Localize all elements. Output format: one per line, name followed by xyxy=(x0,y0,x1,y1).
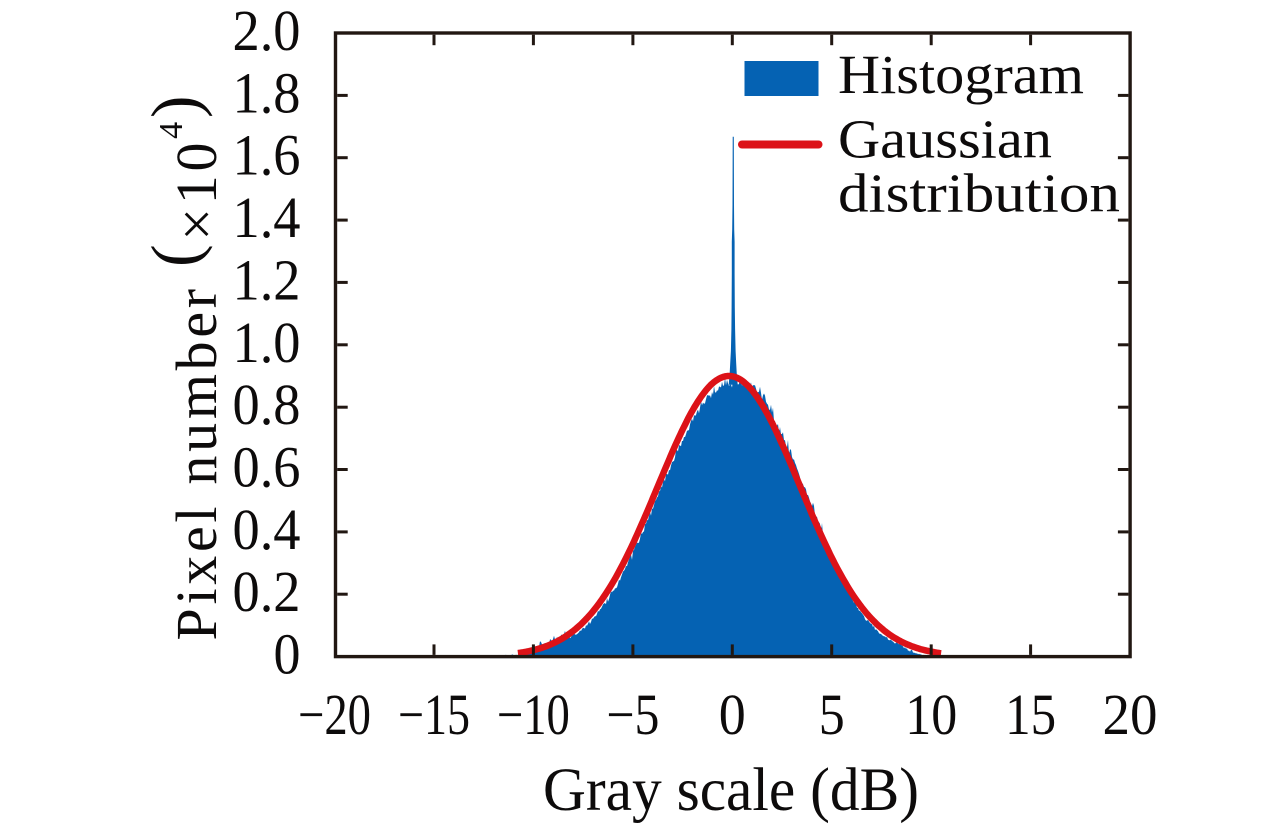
svg-text:0.8: 0.8 xyxy=(233,372,301,437)
svg-text:10: 10 xyxy=(905,682,957,747)
svg-text:Histogram: Histogram xyxy=(838,44,1084,105)
svg-text:20: 20 xyxy=(1103,682,1158,747)
svg-text:distribution: distribution xyxy=(838,163,1120,224)
svg-text:−15: −15 xyxy=(398,682,470,747)
svg-text:5: 5 xyxy=(819,682,845,747)
svg-text:Gray scale (dB): Gray scale (dB) xyxy=(543,757,919,824)
svg-text:1.4: 1.4 xyxy=(233,185,301,250)
svg-text:0: 0 xyxy=(719,682,746,747)
svg-text:−10: −10 xyxy=(497,682,570,747)
svg-text:−20: −20 xyxy=(298,682,371,747)
svg-text:0.6: 0.6 xyxy=(233,435,301,500)
svg-text:−5: −5 xyxy=(606,682,659,747)
svg-text:15: 15 xyxy=(1005,682,1056,747)
svg-text:1.8: 1.8 xyxy=(233,60,301,125)
svg-text:1.2: 1.2 xyxy=(233,247,301,312)
svg-text:0: 0 xyxy=(274,622,301,687)
svg-text:1.6: 1.6 xyxy=(233,123,301,188)
svg-text:0.2: 0.2 xyxy=(233,559,301,624)
svg-text:0.4: 0.4 xyxy=(233,497,301,562)
svg-text:1.0: 1.0 xyxy=(233,310,301,375)
svg-text:Gaussian: Gaussian xyxy=(838,109,1052,170)
svg-text:2.0: 2.0 xyxy=(233,0,301,63)
